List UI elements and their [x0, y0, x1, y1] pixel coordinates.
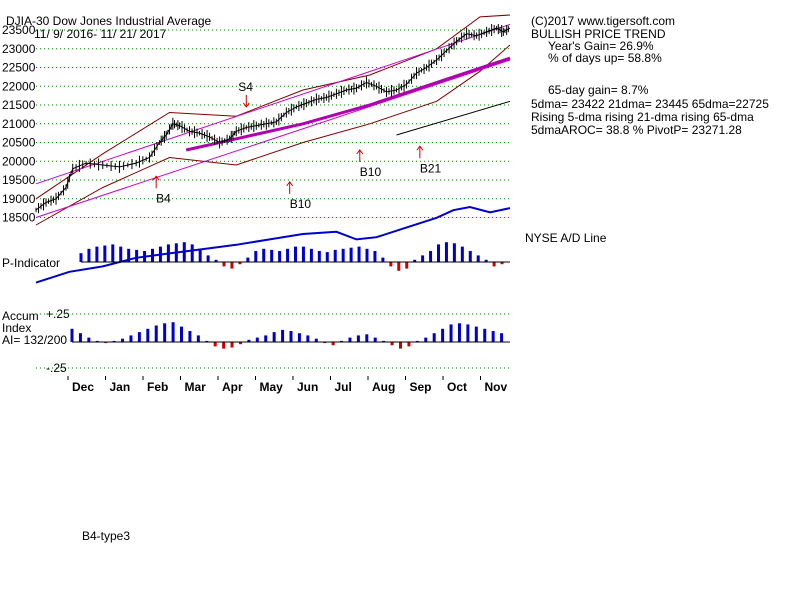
accum-label: Accum — [2, 309, 39, 323]
p-indicator-label: P-Indicator — [2, 256, 61, 270]
years-gain: Year's Gain= 26.9% — [548, 39, 654, 53]
month-label: Jun — [297, 380, 318, 394]
y-tick-label: 18500 — [2, 211, 36, 225]
date-range: 11/ 9/ 2016- 11/ 21/ 2017 — [34, 27, 167, 41]
month-label: Apr — [222, 380, 243, 394]
channel-lower-line — [35, 59, 511, 218]
price-line — [35, 27, 511, 211]
trend-line — [396, 100, 511, 136]
nyse-ad-label: NYSE A/D Line — [525, 231, 607, 245]
signal-label: B4 — [156, 191, 171, 205]
month-label: Jul — [335, 380, 352, 394]
signal-arrowhead — [356, 149, 364, 155]
month-label: Jan — [110, 380, 131, 394]
signal-arrowhead — [416, 145, 424, 151]
signal-arrowhead — [286, 181, 294, 187]
month-label: Mar — [185, 380, 207, 394]
aroc-pivot: 5dmaAROC= 38.8 % PivotP= 23271.28 — [531, 123, 742, 137]
month-label: Aug — [372, 380, 395, 394]
index-label: Index — [2, 321, 32, 335]
trend-status: BULLISH PRICE TREND — [531, 27, 666, 41]
month-label: Feb — [147, 380, 168, 394]
y-tick-label: 19500 — [2, 173, 36, 187]
rising-dma: Rising 5-dma rising 21-dma rising 65-dma — [531, 110, 754, 124]
upper-band-line — [35, 14, 511, 200]
signal-arrowhead — [242, 102, 250, 108]
signal-arrowhead — [152, 175, 160, 181]
month-label: Nov — [485, 380, 508, 394]
copyright: (C)2017 www.tigersoft.com — [531, 14, 676, 28]
y-tick-label: 20000 — [2, 154, 36, 168]
month-label: May — [260, 380, 284, 394]
y-tick-label: 21000 — [2, 117, 36, 131]
signal-label: B21 — [420, 161, 442, 175]
footer-signal: B4-type3 — [82, 529, 131, 543]
ma65-line — [185, 56, 511, 152]
y-tick-label: 22000 — [2, 79, 36, 93]
y-tick-label: 21500 — [2, 98, 36, 112]
chart-title: DJIA-30 Dow Jones Industrial Average — [6, 14, 212, 28]
channel-upper-line — [35, 23, 511, 185]
month-label: Oct — [447, 380, 467, 394]
signal-label: B10 — [360, 165, 382, 179]
gain-65-day: 65-day gain= 8.7% — [548, 83, 649, 97]
ad-line — [35, 205, 511, 284]
month-label: Dec — [72, 380, 94, 394]
pct-days-up: % of days up= 58.8% — [548, 51, 662, 65]
y-tick-label: 23500 — [2, 23, 36, 37]
y-tick-label: 22500 — [2, 61, 36, 75]
y-tick-label: 23000 — [2, 42, 36, 56]
y-tick-label: 20500 — [2, 136, 36, 150]
lower-band-line — [35, 44, 511, 226]
ai-tick-label: +.25 — [46, 307, 70, 321]
signal-label: B10 — [290, 197, 312, 211]
y-tick-label: 19000 — [2, 192, 36, 206]
signal-label: S4 — [238, 80, 253, 94]
month-label: Sep — [410, 380, 432, 394]
ai-label: AI= 132/200 — [2, 333, 68, 347]
dma-values: 5dma= 23422 21dma= 23445 65dma=22725 — [531, 97, 769, 111]
